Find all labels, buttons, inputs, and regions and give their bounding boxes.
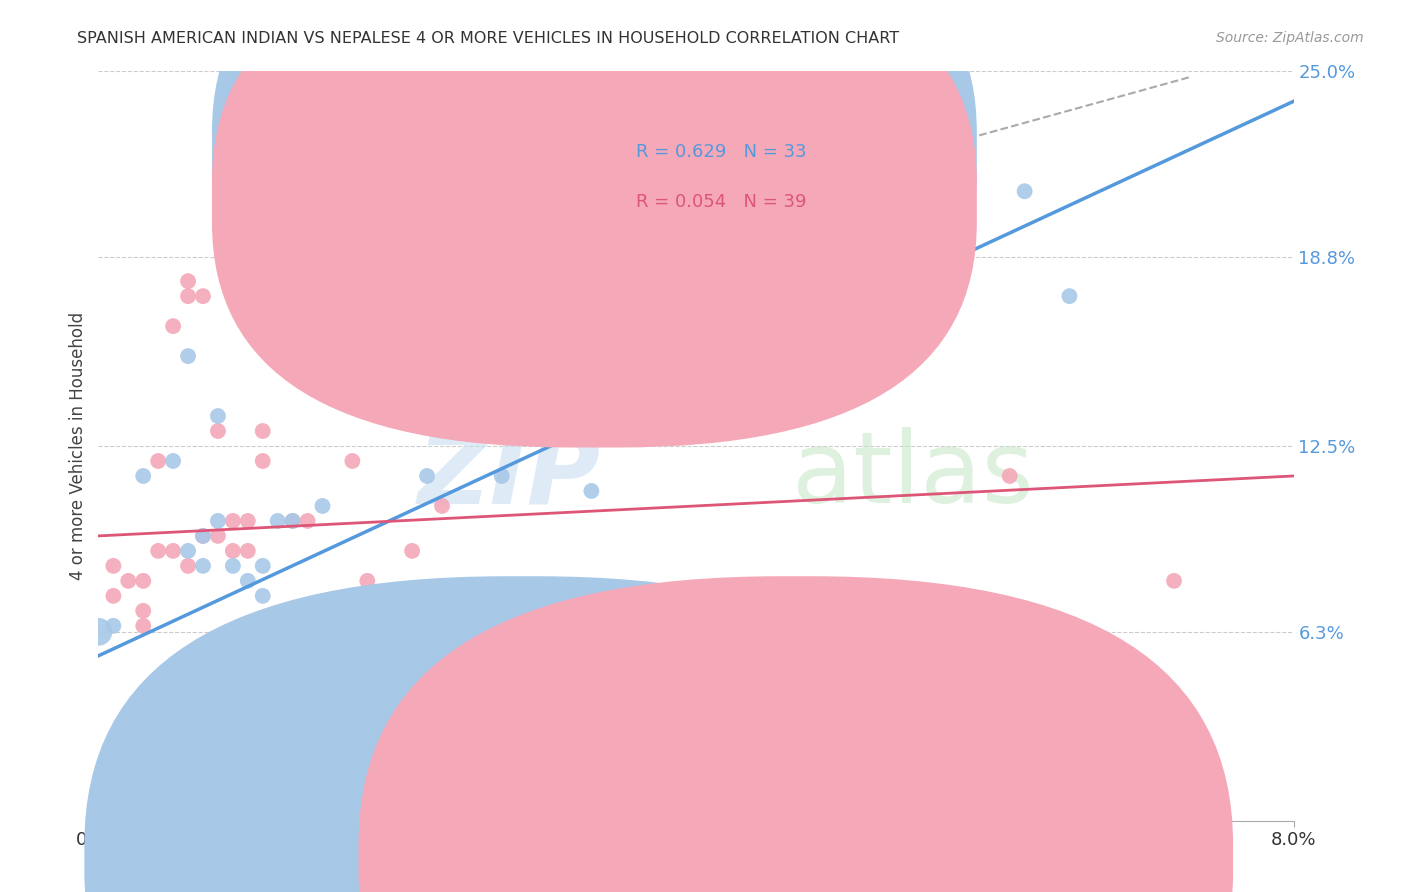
Point — [236, 633, 259, 648]
Point — [581, 483, 603, 498]
Point — [177, 349, 200, 363]
Point — [491, 469, 513, 483]
Point — [252, 589, 274, 603]
Point — [132, 469, 155, 483]
Point — [162, 319, 184, 334]
FancyBboxPatch shape — [212, 0, 977, 397]
Point — [148, 544, 170, 558]
Point — [475, 334, 498, 348]
Point — [103, 589, 125, 603]
Text: atlas: atlas — [792, 427, 1033, 524]
Point — [177, 544, 200, 558]
Point — [252, 454, 274, 468]
Point — [491, 619, 513, 633]
Point — [356, 723, 378, 738]
Point — [356, 574, 378, 588]
Point — [191, 529, 214, 543]
Point — [207, 529, 229, 543]
Point — [162, 454, 184, 468]
Point — [236, 514, 259, 528]
Point — [222, 558, 245, 573]
Text: Spanish American Indians: Spanish American Indians — [543, 849, 758, 867]
Text: SPANISH AMERICAN INDIAN VS NEPALESE 4 OR MORE VEHICLES IN HOUSEHOLD CORRELATION : SPANISH AMERICAN INDIAN VS NEPALESE 4 OR… — [77, 31, 900, 46]
Point — [103, 619, 125, 633]
Text: Nepalese: Nepalese — [817, 849, 894, 867]
Point — [148, 454, 170, 468]
FancyBboxPatch shape — [553, 116, 887, 236]
Point — [177, 558, 200, 573]
Point — [730, 214, 752, 228]
Point — [132, 604, 155, 618]
Point — [326, 648, 349, 663]
Point — [103, 558, 125, 573]
Point — [311, 499, 333, 513]
Point — [385, 648, 409, 663]
Point — [371, 619, 394, 633]
Point — [236, 574, 259, 588]
Point — [267, 514, 290, 528]
Text: R = 0.054   N = 39: R = 0.054 N = 39 — [637, 193, 807, 211]
Point — [311, 633, 333, 648]
Text: Source: ZipAtlas.com: Source: ZipAtlas.com — [1216, 31, 1364, 45]
Point — [87, 624, 110, 639]
Point — [132, 574, 155, 588]
Point — [998, 469, 1021, 483]
Point — [1163, 574, 1185, 588]
Point — [342, 454, 364, 468]
Point — [416, 469, 439, 483]
Point — [191, 289, 214, 303]
Point — [461, 633, 484, 648]
Point — [506, 604, 529, 618]
Point — [281, 514, 304, 528]
Point — [506, 664, 529, 678]
Point — [326, 319, 349, 334]
Point — [191, 529, 214, 543]
Y-axis label: 4 or more Vehicles in Household: 4 or more Vehicles in Household — [69, 312, 87, 580]
Text: R = 0.629   N = 33: R = 0.629 N = 33 — [637, 143, 807, 161]
Point — [281, 514, 304, 528]
Text: ZIP: ZIP — [418, 427, 600, 524]
Point — [626, 723, 648, 738]
Point — [162, 544, 184, 558]
Point — [401, 304, 423, 318]
Point — [252, 558, 274, 573]
FancyBboxPatch shape — [212, 0, 977, 448]
Point — [222, 544, 245, 558]
Point — [1059, 289, 1081, 303]
Point — [191, 558, 214, 573]
Point — [297, 514, 319, 528]
Point — [401, 544, 423, 558]
Point — [1014, 184, 1036, 198]
Point — [177, 274, 200, 288]
Point — [430, 499, 453, 513]
Point — [222, 633, 245, 648]
Point — [416, 664, 439, 678]
Point — [475, 169, 498, 184]
Point — [207, 514, 229, 528]
Point — [177, 289, 200, 303]
Point — [117, 574, 139, 588]
Point — [207, 424, 229, 438]
Point — [132, 619, 155, 633]
Point — [222, 514, 245, 528]
Point — [252, 424, 274, 438]
Point — [371, 289, 394, 303]
Point — [236, 544, 259, 558]
Point — [700, 244, 723, 259]
Point — [207, 409, 229, 423]
